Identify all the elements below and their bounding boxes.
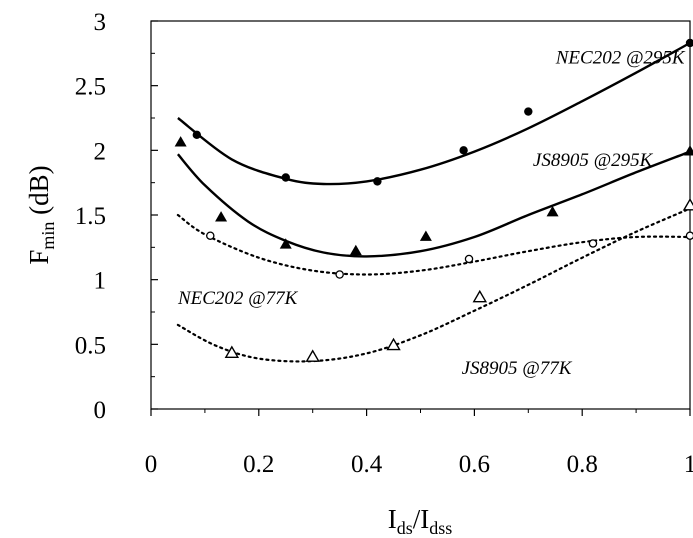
fit-curves	[176, 41, 692, 363]
point-js8905-295k	[174, 136, 187, 147]
point-nec202-77k	[685, 231, 693, 240]
point-nec202-295k	[524, 107, 533, 116]
point-js8905-295k	[279, 238, 292, 249]
point-js8905-77k	[305, 349, 320, 362]
point-nec202-77k	[588, 239, 598, 248]
point-nec202-295k	[459, 146, 468, 155]
series-label-nec202-77k: NEC202 @77K	[177, 288, 299, 309]
x-tick-label: 0	[145, 451, 158, 478]
series-label-js8905-295k: JS8905 @295K	[533, 150, 654, 171]
point-js8905-77k	[224, 345, 240, 358]
point-nec202-295k	[281, 173, 290, 182]
x-tick-label: 0.4	[351, 451, 383, 478]
point-nec202-295k	[373, 177, 382, 186]
point-nec202-77k	[335, 270, 344, 279]
series-label-js8905-77k: JS8905 @77K	[462, 358, 573, 379]
series-annotations: NEC202 @295K JS8905 @295K NEC202 @77K JS890…	[177, 48, 686, 379]
y-tick-label: 1.5	[75, 203, 106, 230]
fit-line-nec202-295k	[177, 41, 691, 186]
series-label-nec202-295k: NEC202 @295K	[555, 48, 686, 69]
point-js8905-295k	[215, 211, 228, 222]
point-js8905-77k	[472, 289, 488, 303]
data-markers	[174, 38, 693, 362]
point-js8905-295k	[684, 145, 693, 156]
x-axis-title: Ids/Idss	[388, 504, 453, 538]
x-tick-label: 0.6	[459, 451, 490, 478]
point-js8905-295k	[419, 230, 432, 241]
point-js8905-295k	[546, 205, 559, 217]
point-js8905-77k	[386, 337, 401, 351]
point-nec202-295k	[685, 38, 693, 48]
x-tick-label: 0.2	[243, 451, 274, 478]
fit-line-js8905-295k	[176, 150, 691, 258]
y-tick-label: 2.5	[75, 74, 106, 101]
point-js8905-295k	[349, 244, 362, 256]
point-nec202-77k	[464, 254, 474, 264]
y-tick-label: 0.5	[75, 332, 106, 359]
point-nec202-77k	[206, 231, 215, 240]
axis-ticks	[150, 20, 691, 416]
x-tick-label: 0.8	[567, 451, 598, 478]
y-tick-label: 2	[94, 138, 107, 165]
y-tick-label: 0	[94, 397, 107, 424]
y-axis-title: Fmin (dB)	[24, 165, 58, 264]
point-js8905-77k	[682, 198, 693, 211]
fit-line-nec202-77k	[176, 213, 692, 276]
y-tick-label: 1	[94, 268, 107, 295]
x-tick-label: 1	[684, 451, 693, 478]
y-tick-label: 3	[94, 9, 107, 36]
point-nec202-295k	[192, 130, 202, 140]
axis-tick-labels: 0 0.5 1 1.5 2 2.5 3 0 0.2 0.4 0.6 0.8 1	[75, 9, 693, 478]
fit-line-js8905-77k	[176, 207, 692, 363]
